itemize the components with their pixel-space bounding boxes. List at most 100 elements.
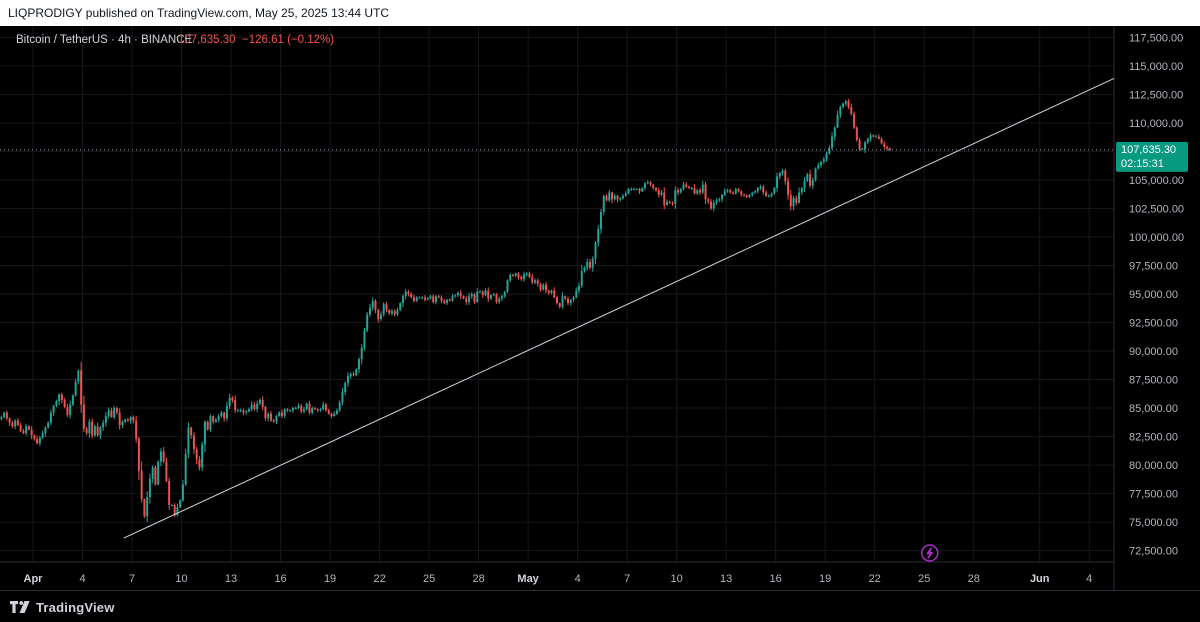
candle: [146, 491, 149, 523]
candle-body: [514, 273, 517, 276]
time-tick-label: 4: [575, 573, 581, 585]
candle-body: [578, 286, 580, 291]
candle: [341, 388, 344, 406]
candle-body: [624, 193, 627, 196]
candle-body: [536, 280, 539, 284]
candle-body: [41, 433, 44, 438]
candle: [589, 258, 591, 270]
candle: [335, 408, 338, 416]
candle-body: [657, 190, 660, 195]
candle-body: [798, 192, 801, 203]
candle: [740, 190, 743, 197]
candle: [220, 410, 223, 418]
candle-body: [803, 181, 806, 188]
chart-background: [0, 26, 1200, 590]
candle: [872, 134, 875, 138]
candle-body: [11, 422, 14, 427]
candle-body: [600, 211, 603, 229]
candle-body: [212, 416, 215, 422]
candle-body: [765, 192, 768, 196]
candle: [104, 412, 107, 427]
candle-body: [110, 410, 113, 418]
candle: [85, 426, 88, 436]
candle-body: [853, 113, 856, 128]
time-tick-label: 16: [770, 573, 782, 585]
candle: [11, 420, 14, 428]
candle-body: [781, 170, 784, 174]
candle: [151, 465, 154, 484]
chart-area[interactable]: 72,500.00 75,000.00 77,500.00 80,000.00 82,5…: [0, 26, 1200, 590]
candle: [663, 187, 666, 210]
candle-body: [305, 403, 308, 410]
candle: [162, 446, 165, 463]
candle: [462, 295, 465, 300]
candle: [126, 417, 129, 423]
candle: [751, 191, 754, 197]
candle: [509, 273, 512, 283]
time-tick-label: May: [517, 573, 539, 585]
candle-body: [16, 420, 19, 426]
candle: [556, 295, 558, 305]
candle: [572, 295, 575, 302]
candle-body: [258, 400, 261, 404]
candle-body: [732, 192, 735, 194]
candle-body: [223, 412, 226, 419]
lightning-icon[interactable]: [920, 544, 939, 562]
candle-body: [820, 161, 823, 166]
price-axis[interactable]: 72,500.00 75,000.00 77,500.00 80,000.00 82,5…: [1129, 32, 1184, 557]
candle-body: [93, 426, 96, 436]
candle-body: [795, 198, 798, 203]
candle-body: [586, 262, 589, 268]
candle-body: [737, 189, 740, 192]
candle-body: [572, 297, 575, 300]
candle: [88, 418, 91, 438]
candle: [503, 290, 506, 298]
time-axis[interactable]: Apr 4 7 10 13 16 19 22 25 28 May 4 7 10 13 16 19 22 25 28 Ju…: [24, 573, 1093, 585]
candle-body: [313, 408, 316, 410]
candle: [828, 145, 831, 155]
candle-body: [652, 184, 655, 188]
trendline[interactable]: [123, 78, 1115, 539]
candle-body: [341, 392, 344, 403]
candle: [203, 420, 206, 453]
candle-body: [157, 461, 160, 485]
price-tag: 107,635.30 02:15:31: [1116, 141, 1188, 172]
candle-body: [594, 242, 597, 259]
candle: [14, 419, 17, 430]
candle: [168, 477, 171, 510]
candle-body: [500, 296, 503, 299]
candle-body: [523, 274, 525, 280]
candle: [630, 187, 633, 191]
candle-body: [300, 405, 303, 412]
candle-body: [789, 194, 792, 207]
candle: [635, 188, 638, 191]
candle: [608, 189, 611, 203]
candle-body: [77, 370, 80, 382]
candle-body: [170, 504, 173, 506]
time-tick-label: 28: [968, 573, 980, 585]
candle: [655, 187, 658, 193]
candle: [776, 172, 779, 192]
candle: [798, 187, 801, 204]
candle-body: [217, 416, 220, 420]
candle: [657, 187, 660, 198]
candle: [33, 434, 36, 441]
candle: [710, 199, 713, 211]
candle: [448, 298, 451, 302]
candle-body: [181, 484, 184, 501]
candle-body: [432, 296, 435, 302]
price-chart[interactable]: 72,500.00 75,000.00 77,500.00 80,000.00 82,5…: [0, 26, 1200, 590]
candle-body: [316, 409, 319, 411]
candle: [159, 448, 162, 467]
candle-body: [443, 300, 446, 304]
brand[interactable]: TradingView: [10, 599, 115, 615]
candle-body: [426, 298, 429, 300]
candle: [470, 292, 473, 299]
candle-body: [806, 174, 809, 182]
candle: [421, 296, 424, 300]
candle-body: [723, 191, 726, 195]
candle-body: [346, 376, 349, 383]
candle-body: [289, 410, 292, 412]
candle-body: [831, 136, 834, 149]
candle-body: [225, 405, 228, 419]
